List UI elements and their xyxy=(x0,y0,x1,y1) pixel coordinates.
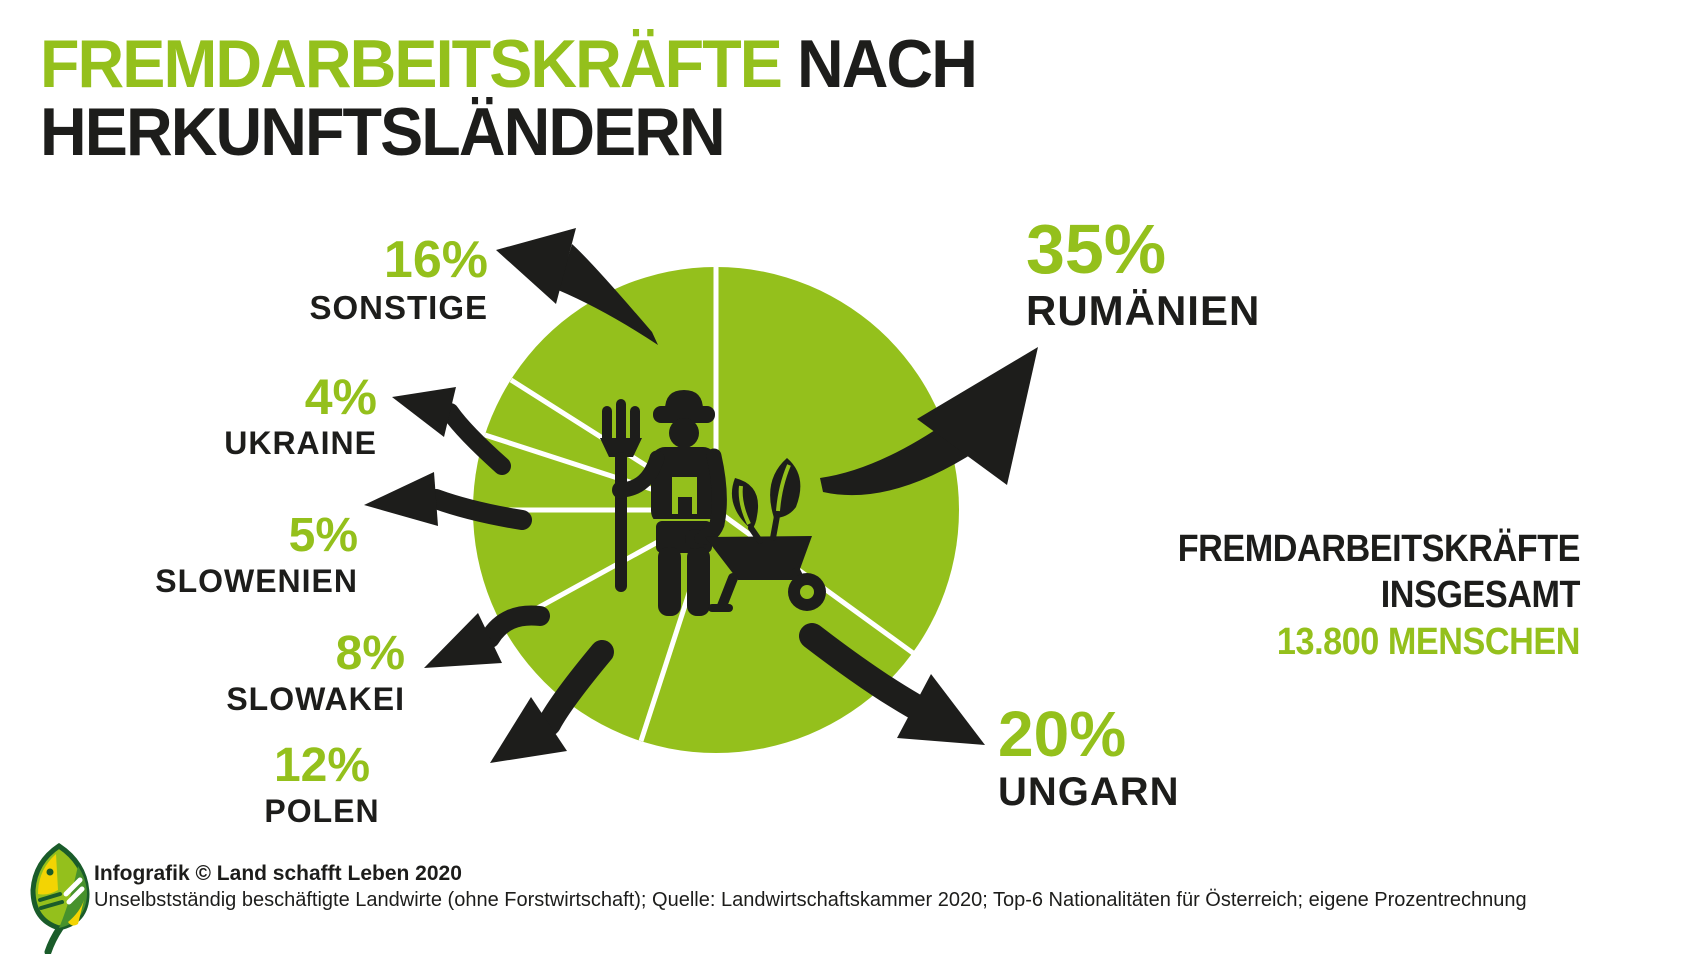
farmer-head xyxy=(669,418,699,448)
farmer-leg-right xyxy=(687,547,710,616)
hat-icon xyxy=(665,390,703,410)
total-line-2: INSGESAMT xyxy=(1380,574,1581,617)
slice-pct-slowenien: 5% xyxy=(288,509,358,562)
slice-label-sonstige: 16% SONSTIGE xyxy=(188,234,488,324)
slice-name-rumaenien: RUMÄNIEN xyxy=(1026,287,1261,334)
wheelbarrow-icon xyxy=(694,533,826,612)
hat-brim xyxy=(653,406,715,423)
farmer-leg-left xyxy=(658,547,681,616)
slice-name-sonstige: SONSTIGE xyxy=(309,289,488,326)
total-line-1: FREMDARBEITSKRÄFTE xyxy=(1177,528,1581,570)
arrow-polen-icon xyxy=(490,640,614,763)
slice-label-ungarn: 20% UNGARN xyxy=(998,702,1418,812)
footer-credit: Infografik © Land schafft Leben 2020 xyxy=(94,862,462,885)
slice-name-slowenien: SLOWENIEN xyxy=(155,563,358,599)
total-summary: FREMDARBEITSKRÄFTE INSGESAMT 13.800 MENS… xyxy=(1076,526,1581,665)
slice-label-ukraine: 4% UKRAINE xyxy=(77,372,377,459)
arrow-ungarn-icon xyxy=(799,623,985,745)
land-schafft-leben-leaf-logo xyxy=(30,842,90,954)
slice-name-slowakei: SLOWAKEI xyxy=(226,681,405,717)
arrow-ukraine-icon xyxy=(392,387,511,475)
slice-label-polen: 12% POLEN xyxy=(172,739,472,829)
plant-leaves-icon xyxy=(731,458,801,544)
callout-arrows xyxy=(364,228,1038,763)
arrow-slowenien-icon xyxy=(364,472,532,530)
title-line-1: FREMDARBEITSKRÄFTE NACH xyxy=(40,30,978,98)
slice-pct-rumaenien: 35% xyxy=(1026,210,1167,288)
arrow-slowakei-icon xyxy=(424,605,550,668)
farmer-with-pitchfork-and-wheelbarrow-icon xyxy=(600,390,826,616)
slice-name-polen: POLEN xyxy=(264,793,380,829)
slice-pct-sonstige: 16% xyxy=(383,231,488,289)
arrow-rumaenien-icon xyxy=(820,347,1038,496)
total-value: 13.800 MENSCHEN xyxy=(1276,620,1581,663)
title-line-2: HERKUNFTSLÄNDERN xyxy=(40,94,726,170)
slice-pct-ukraine: 4% xyxy=(304,369,377,425)
slice-pct-polen: 12% xyxy=(273,739,371,792)
footer-source: Unselbstständig beschäftigte Landwirte (… xyxy=(94,889,1527,911)
slice-pct-ungarn: 20% xyxy=(998,698,1127,770)
title-highlight: FREMDARBEITSKRÄFTE xyxy=(40,26,783,102)
slice-name-ukraine: UKRAINE xyxy=(224,425,377,461)
arrow-sonstige-icon xyxy=(496,228,658,345)
page-title: FREMDARBEITSKRÄFTE NACH HERKUNFTSLÄNDERN xyxy=(40,30,978,170)
title-rest: NACH xyxy=(780,26,978,102)
slice-label-rumaenien: 35% RUMÄNIEN xyxy=(1026,214,1446,332)
slice-label-slowakei: 8% SLOWAKEI xyxy=(105,627,405,717)
slice-label-slowenien: 5% SLOWENIEN xyxy=(58,509,358,599)
slice-name-ungarn: UNGARN xyxy=(998,770,1180,814)
slice-pct-slowakei: 8% xyxy=(335,627,405,680)
